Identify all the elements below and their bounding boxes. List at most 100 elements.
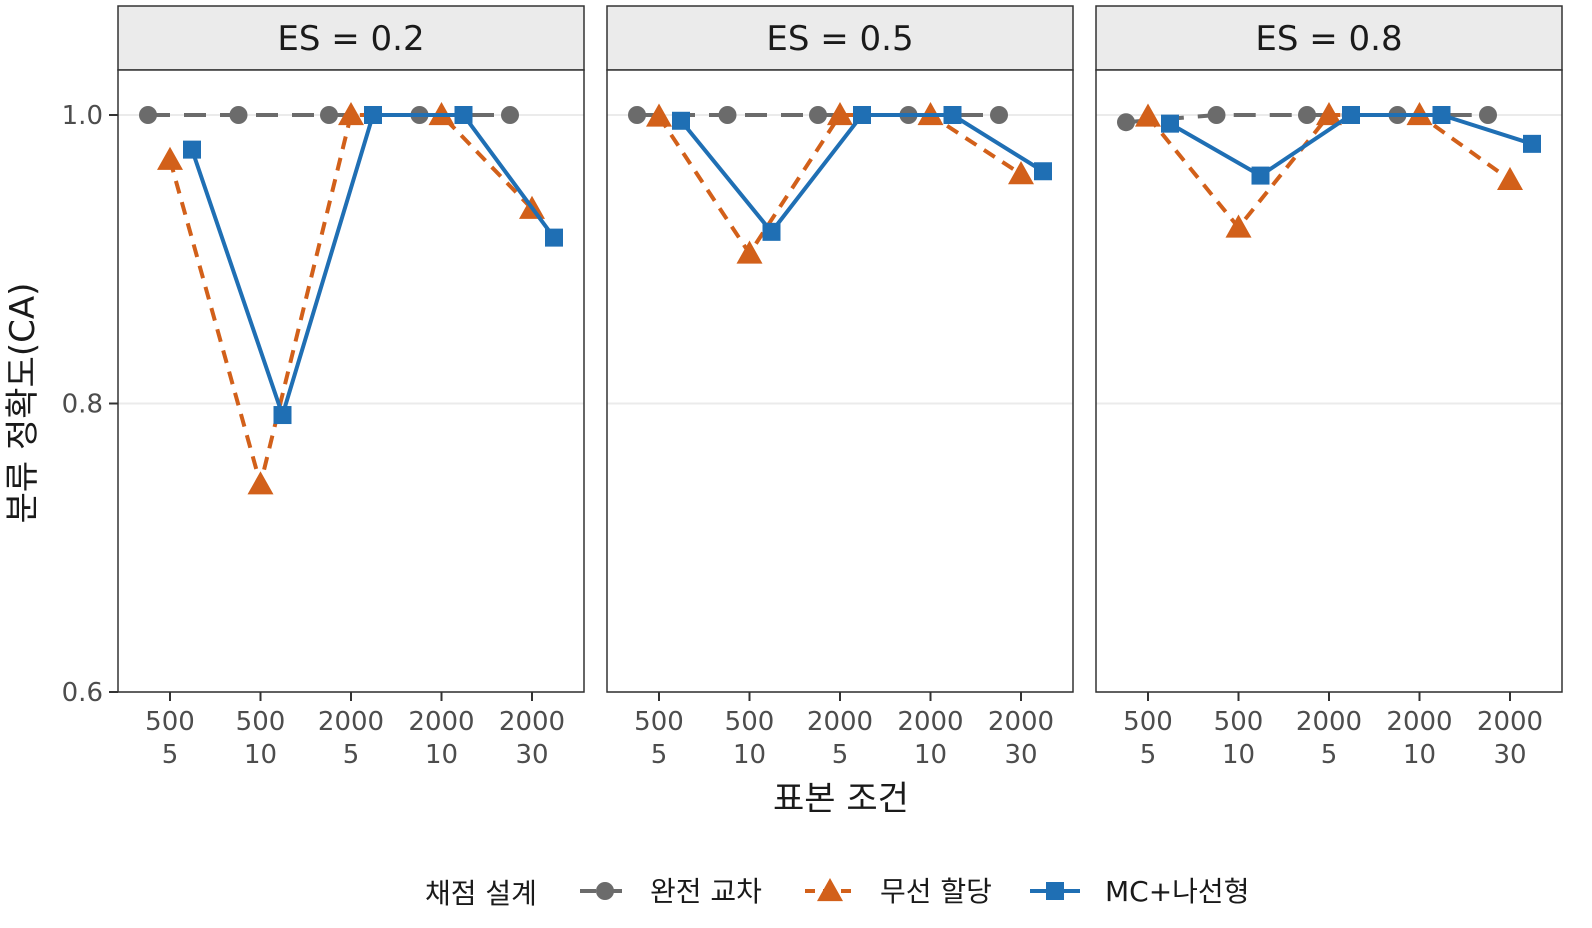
y-tick-label: 0.8	[62, 390, 103, 420]
facet-strip	[1095, 5, 1563, 71]
data-point	[628, 106, 646, 124]
data-point	[139, 106, 157, 124]
x-tick-label: 30	[1493, 740, 1526, 770]
data-point	[364, 106, 382, 124]
x-tick-label: 500	[1123, 707, 1173, 737]
legend-item: MC+나선형	[1030, 875, 1249, 908]
data-point	[1497, 166, 1523, 191]
legend-key-marker	[817, 878, 843, 902]
data-point	[454, 106, 473, 124]
data-point	[1298, 106, 1316, 124]
x-tick-label: 10	[1222, 740, 1255, 770]
y-tick-label: 0.6	[62, 678, 103, 708]
x-tick-label: 10	[244, 740, 277, 770]
data-point	[672, 111, 690, 130]
legend-label: 완전 교차	[650, 875, 762, 908]
legend-item: 무선 할당	[805, 875, 992, 908]
data-point	[545, 228, 563, 247]
data-point	[1161, 114, 1179, 133]
plot-area	[118, 70, 584, 692]
data-point	[736, 240, 763, 264]
x-tick-label: 10	[425, 740, 458, 770]
x-tick-label: 5	[343, 740, 360, 770]
legend-key-marker	[596, 882, 614, 900]
data-point	[157, 146, 183, 170]
data-point	[1342, 106, 1360, 124]
data-point	[1117, 113, 1135, 132]
y-tick-label: 1.0	[62, 101, 103, 131]
data-point	[1316, 102, 1342, 126]
data-point	[943, 106, 962, 124]
x-tick-label: 30	[515, 740, 548, 770]
x-tick-label: 10	[914, 740, 947, 770]
data-point	[1008, 161, 1034, 185]
x-tick-label: 2000	[1296, 707, 1362, 737]
x-tick-label: 2000	[807, 707, 873, 737]
x-tick-label: 5	[162, 740, 179, 770]
x-tick-label: 2000	[408, 707, 474, 737]
x-tick-label: 2000	[499, 707, 565, 737]
x-tick-label: 30	[1004, 740, 1037, 770]
data-point	[1251, 166, 1270, 185]
data-point	[1432, 106, 1451, 124]
legend: 채점 설계 완전 교차 무선 할당 MC+나선형	[425, 875, 1249, 910]
data-point	[827, 102, 853, 126]
data-point	[1034, 162, 1052, 181]
data-point	[809, 106, 827, 124]
x-tick-label: 5	[651, 740, 668, 770]
x-tick-label: 500	[1214, 707, 1264, 737]
data-point	[853, 106, 871, 124]
x-tick-label: 2000	[988, 707, 1054, 737]
data-point	[320, 106, 338, 124]
panel-border	[606, 69, 1074, 693]
x-tick-label: 5	[1321, 740, 1338, 770]
y-axis-title: 분류 정확도(CA)	[3, 283, 43, 524]
facet-label: ES = 0.8	[1255, 19, 1402, 59]
facet-label: ES = 0.2	[277, 19, 424, 59]
data-point	[1207, 106, 1226, 124]
x-tick-label: 500	[634, 707, 684, 737]
x-tick-label: 500	[236, 707, 286, 737]
x-axis-title: 표본 조건	[773, 779, 909, 819]
legend-key-marker	[1046, 882, 1064, 900]
data-point	[1523, 134, 1541, 153]
data-point	[1135, 103, 1161, 127]
x-tick-label: 2000	[1386, 707, 1452, 737]
x-tick-label: 500	[725, 707, 775, 737]
series-line	[168, 113, 534, 487]
x-tick-label: 2000	[1477, 707, 1543, 737]
x-tick-label: 2000	[897, 707, 963, 737]
facet-label: ES = 0.5	[766, 19, 913, 59]
panel-border	[1095, 69, 1563, 693]
x-tick-label: 10	[733, 740, 766, 770]
data-point	[1225, 214, 1252, 238]
data-point	[1479, 106, 1497, 124]
data-point	[762, 222, 781, 241]
x-tick-label: 2000	[318, 707, 384, 737]
data-point	[273, 406, 292, 425]
data-point	[990, 106, 1008, 124]
facet-strip	[117, 5, 585, 71]
plot-area	[607, 70, 1073, 692]
data-point	[247, 471, 274, 495]
data-point	[646, 103, 672, 127]
x-tick-label: 5	[832, 740, 849, 770]
plot-area	[1096, 70, 1562, 692]
x-tick-label: 10	[1403, 740, 1436, 770]
y-axis: 0.6 0.8 1.0	[62, 101, 118, 708]
data-point	[338, 102, 364, 126]
legend-item: 완전 교차	[580, 875, 762, 908]
data-point	[229, 106, 248, 124]
legend-label: MC+나선형	[1105, 875, 1249, 908]
data-point	[501, 106, 519, 124]
legend-title: 채점 설계	[425, 877, 537, 910]
data-point	[718, 106, 737, 124]
panel-border	[117, 69, 585, 693]
data-point	[183, 140, 201, 159]
x-tick-label: 500	[145, 707, 195, 737]
facet-strip	[606, 5, 1074, 71]
